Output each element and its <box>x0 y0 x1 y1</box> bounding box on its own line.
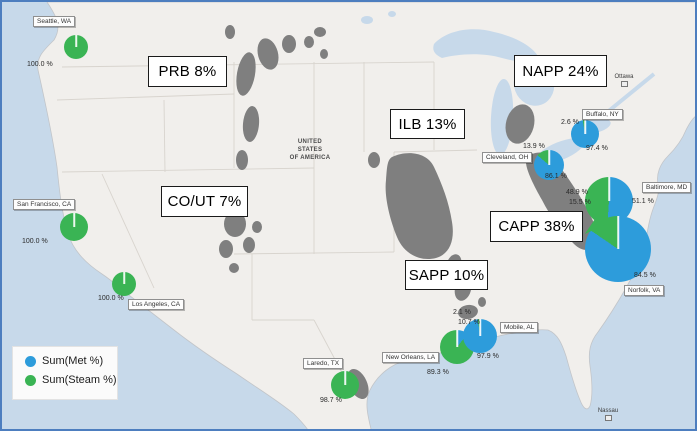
pie-slice-divider <box>479 319 481 336</box>
legend-item-met[interactable]: Sum(Met %) <box>25 355 117 367</box>
basin-label-prb: PRB 8% <box>148 56 227 87</box>
pie-laredo-tx[interactable] <box>331 371 359 399</box>
met-color-dot-icon <box>25 355 36 367</box>
pct-label-met-baltimore-md: 51.1 % <box>632 198 654 205</box>
steam-color-dot-icon <box>25 374 36 386</box>
city-pin-icon <box>620 81 628 87</box>
city-label-buffalo-ny: Buffalo, NY <box>582 109 623 120</box>
city-label-cleveland-oh: Cleveland, OH <box>482 152 533 163</box>
pct-label-steam-buffalo-ny: 2.6 % <box>561 119 579 126</box>
pie-slice-divider <box>75 35 77 47</box>
pie-buffalo-ny[interactable] <box>571 120 599 148</box>
legend-steam-label: Sum(Steam %) <box>42 374 117 386</box>
city-label-seattle-wa: Seattle, WA <box>33 16 76 27</box>
legend-met-label: Sum(Met %) <box>42 355 104 367</box>
basin-label-capp: CAPP 38% <box>490 211 583 242</box>
pct-label-steam-norfolk-va: 15.5 % <box>569 199 591 206</box>
usa-line2: STATES <box>297 147 323 153</box>
pie-seattle-wa[interactable] <box>64 35 88 59</box>
pie-slice-divider <box>617 216 619 249</box>
pie-slice-divider <box>584 120 586 134</box>
pct-label-steam-new-orleans-la: 89.3 % <box>427 369 449 376</box>
pie-los-angeles-ca[interactable] <box>112 272 136 296</box>
city-label-los-angeles-ca: Los Angeles, CA <box>128 299 185 310</box>
city-label-baltimore-md: Baltimore, MD <box>642 182 692 193</box>
city-label-mobile-al: Mobile, AL <box>500 322 539 333</box>
ottawa-text: Ottawa <box>614 74 634 80</box>
pct-label-met-cleveland-oh: 86.1 % <box>545 173 567 180</box>
pct-label-met-mobile-al: 97.9 % <box>477 353 499 360</box>
legend-item-steam[interactable]: Sum(Steam %) <box>25 374 117 386</box>
city-label-norfolk-va: Norfolk, VA <box>624 285 665 296</box>
map-label-nassau: Nassau <box>596 408 620 421</box>
map-label-usa: UNITED STATES OF AMERICA <box>284 138 336 162</box>
basin-label-ilb: ILB 13% <box>390 109 465 139</box>
city-label-laredo-tx: Laredo, TX <box>303 358 344 369</box>
pct-label-steam-baltimore-md: 48.9 % <box>566 189 588 196</box>
basin-label-co-ut: CO/UT 7% <box>161 186 248 217</box>
pct-label-steam-san-francisco-ca: 100.0 % <box>22 238 48 245</box>
pie-cleveland-oh[interactable] <box>534 150 564 180</box>
usa-line1: UNITED <box>297 139 323 145</box>
pie-slice-divider <box>608 177 610 201</box>
map-label-ottawa: Ottawa <box>610 74 638 87</box>
city-pin-icon <box>604 415 612 421</box>
pct-label-steam-cleveland-oh: 13.9 % <box>523 143 545 150</box>
pie-slice-divider <box>456 330 458 347</box>
basin-label-sapp: SAPP 10% <box>405 260 488 290</box>
pct-label-met-norfolk-va: 84.5 % <box>634 272 656 279</box>
pie-mobile-al[interactable] <box>463 319 497 353</box>
basin-label-napp: NAPP 24% <box>514 55 607 87</box>
pct-label-steam-mobile-al: 2.1 % <box>453 309 471 316</box>
pie-san-francisco-ca[interactable] <box>60 213 88 241</box>
usa-line3: OF AMERICA <box>289 155 331 161</box>
nassau-text: Nassau <box>597 408 619 414</box>
pie-slice-divider <box>73 213 75 227</box>
pie-slice-divider <box>123 272 125 284</box>
pct-label-steam-los-angeles-ca: 100.0 % <box>98 295 124 302</box>
pie-slice-divider <box>548 150 550 165</box>
city-label-san-francisco-ca: San Francisco, CA <box>13 199 76 210</box>
pie-slice-divider <box>344 371 346 385</box>
city-label-new-orleans-la: New Orleans, LA <box>382 352 440 363</box>
pct-label-steam-laredo-tx: 98.7 % <box>320 397 342 404</box>
pct-label-met-new-orleans-la: 10.7 % <box>458 319 480 326</box>
legend: Sum(Met %) Sum(Steam %) <box>12 346 118 400</box>
pct-label-met-buffalo-ny: 97.4 % <box>586 145 608 152</box>
pct-label-steam-seattle-wa: 100.0 % <box>27 61 53 68</box>
